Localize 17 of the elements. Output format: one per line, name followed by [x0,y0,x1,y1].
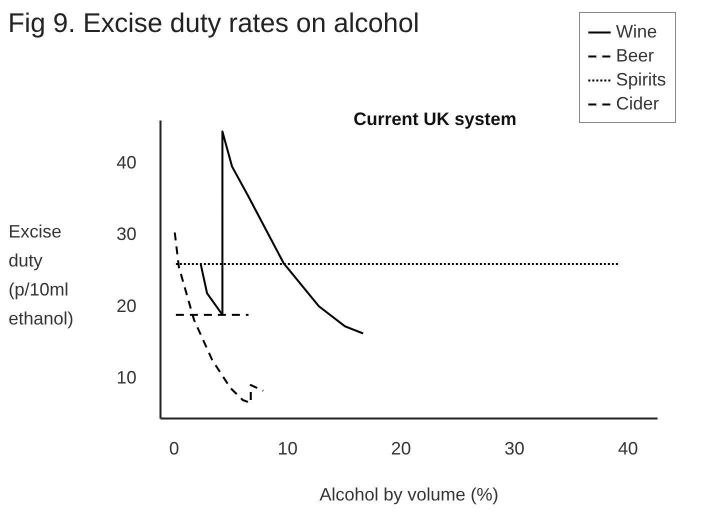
legend-label: Beer [616,46,654,66]
y-tick-label: 10 [116,367,136,388]
legend-label: Spirits [616,70,666,90]
y-tick-label: 30 [116,224,136,244]
legend-label: Wine [616,22,658,42]
chart-title: Fig 9. Excise duty rates on alcohol [8,8,420,38]
x-axis-title: Alcohol by volume (%) [319,484,499,504]
x-tick-label: 0 [169,438,180,458]
x-tick-label: 20 [391,438,412,458]
x-tick-label: 30 [504,438,525,458]
legend-label: Cider [616,94,660,114]
x-tick-label: 40 [618,438,638,458]
y-tick-label: 40 [116,152,136,172]
annotation: Current UK system [353,109,517,129]
y-axis-title: Excise duty (p/10ml ethanol) [8,222,74,328]
x-tick-label: 10 [278,438,298,458]
y-tick-label: 20 [116,296,136,316]
